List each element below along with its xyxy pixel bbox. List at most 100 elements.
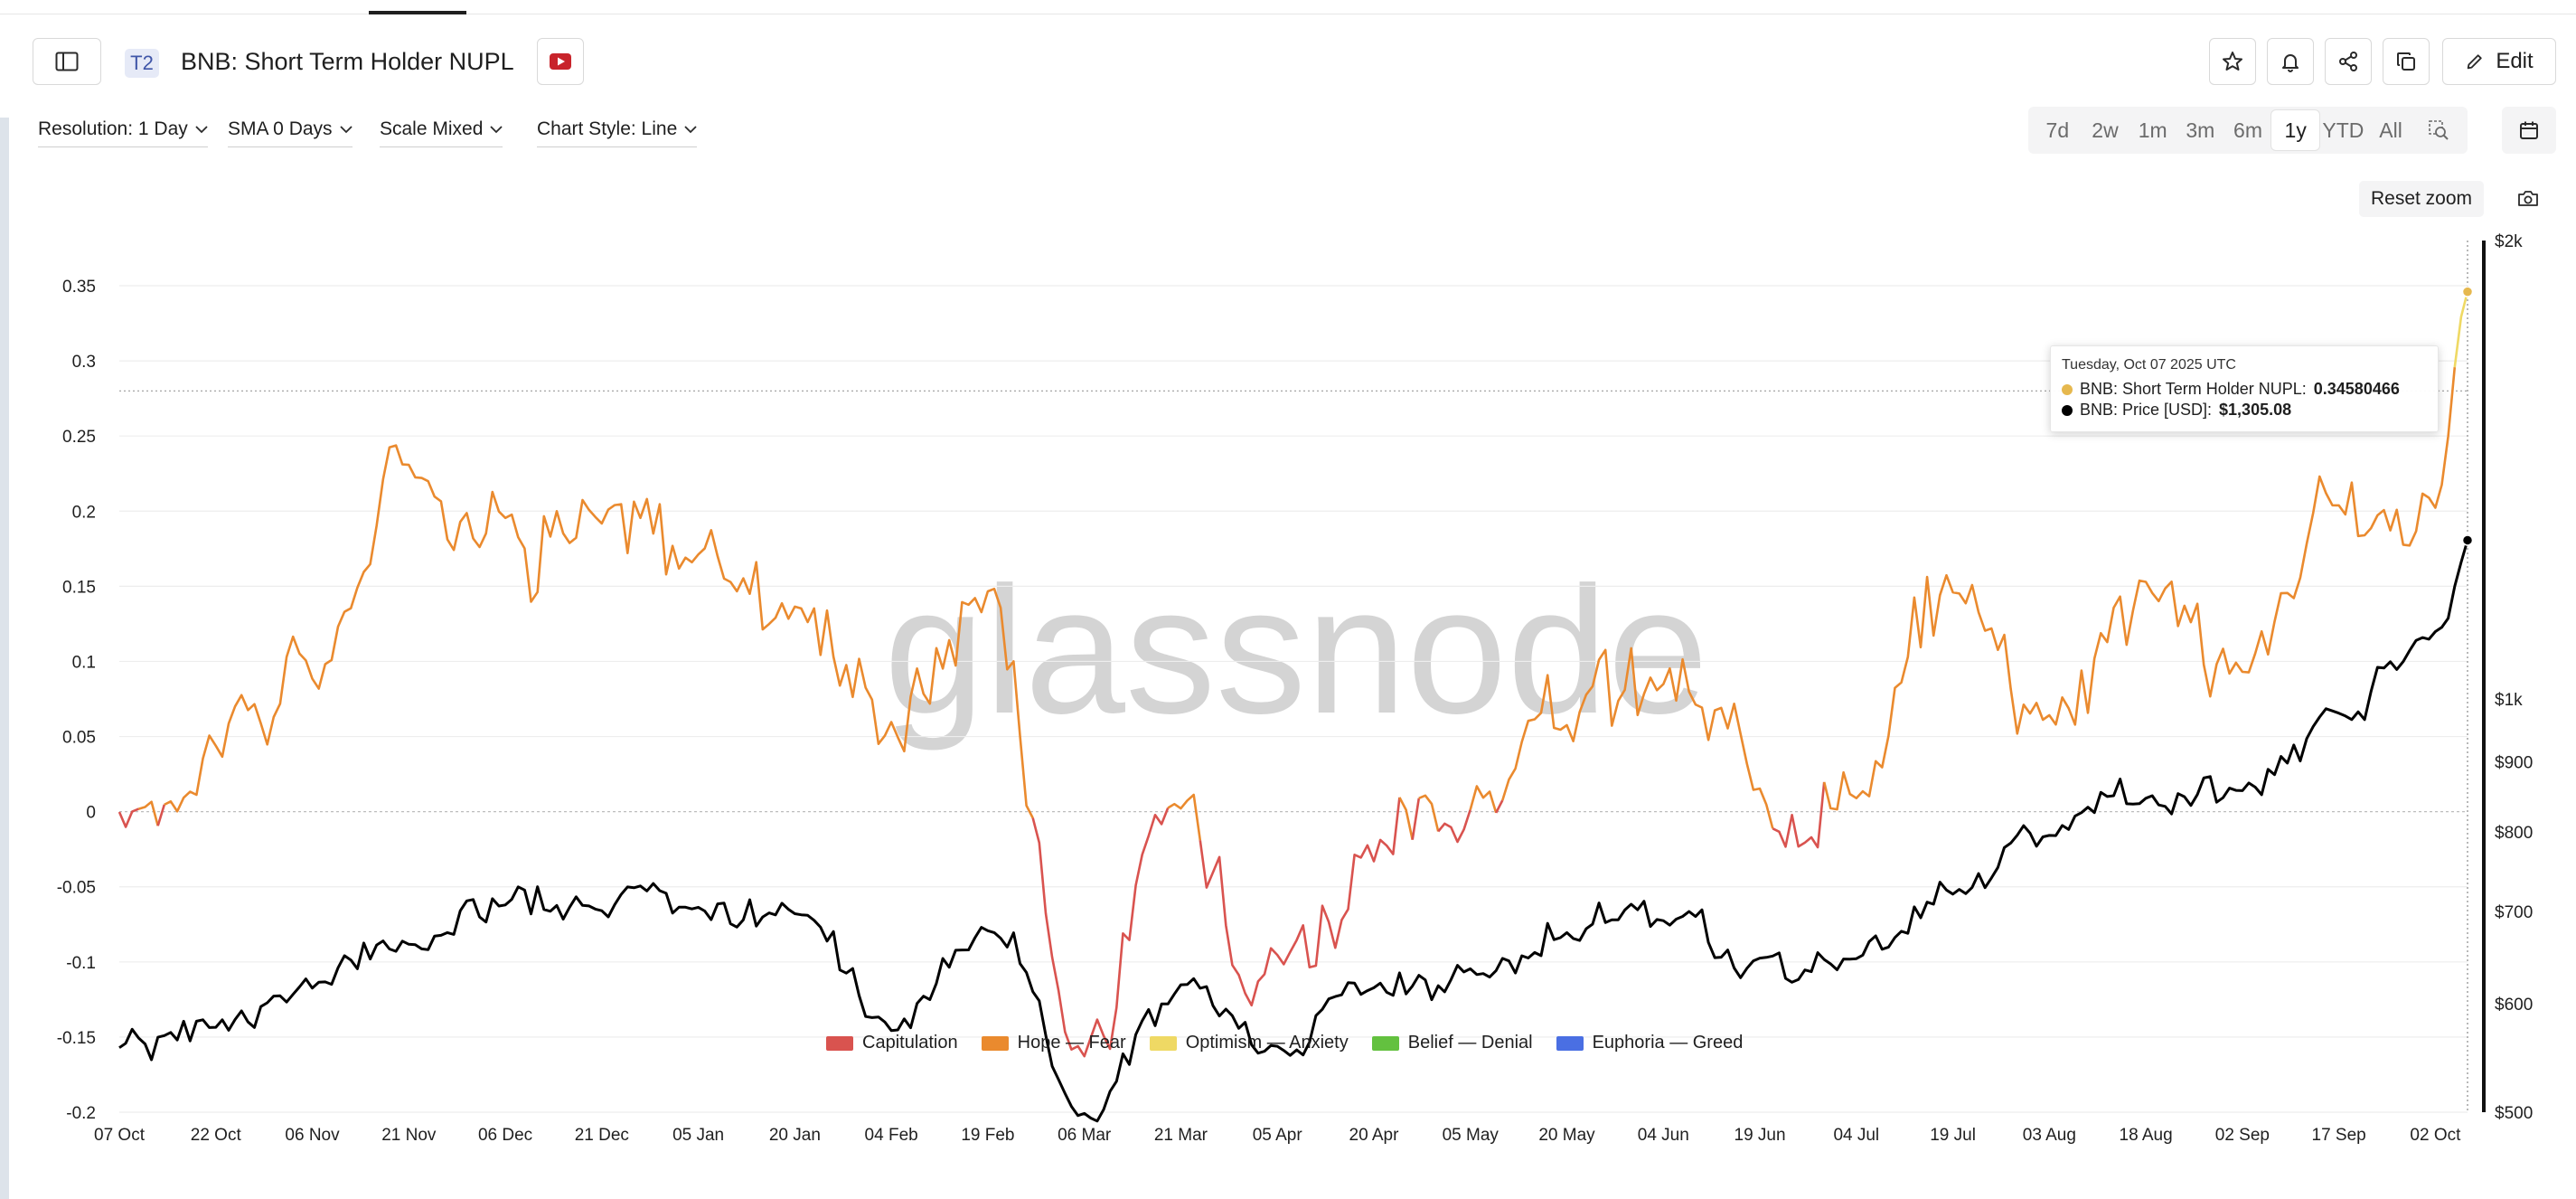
share-button[interactable] xyxy=(2325,38,2372,85)
range-2w[interactable]: 2w xyxy=(2092,118,2119,142)
nupl-segment-0 xyxy=(118,807,139,828)
x-tick-label: 06 Dec xyxy=(478,1126,532,1145)
alert-button[interactable] xyxy=(2267,38,2314,85)
active-tab-indicator xyxy=(369,11,466,14)
x-tick-label: 05 May xyxy=(1443,1126,1500,1145)
range-1m[interactable]: 1m xyxy=(2138,118,2167,142)
nupl-segment-8 xyxy=(1411,798,1421,840)
range-1y[interactable]: 1y xyxy=(2271,110,2320,150)
legend-euphoria-greed[interactable]: Euphoria — Greed xyxy=(1556,1033,1744,1053)
chart-style-value: Chart Style: Line xyxy=(537,118,678,139)
left-tick-label: 0.3 xyxy=(72,353,96,372)
price-series xyxy=(118,539,2469,1123)
legend-capitulation[interactable]: Capitulation xyxy=(826,1033,958,1053)
duplicate-button[interactable] xyxy=(2383,38,2430,85)
legend-swatch-capitulation xyxy=(826,1035,853,1051)
right-tick-label: $2k xyxy=(2495,232,2523,251)
tier-badge: T2 xyxy=(125,49,159,78)
sma-value: SMA 0 Days xyxy=(228,118,333,139)
tooltip-date: Tuesday, Oct 07 2025 UTC xyxy=(2062,357,2236,373)
range-all[interactable]: All xyxy=(2379,118,2402,142)
legend-label-capitulation: Capitulation xyxy=(862,1033,958,1053)
nupl-segment-13 xyxy=(1501,647,1774,829)
left-tick-label: 0.35 xyxy=(62,278,96,297)
screenshot-button[interactable] xyxy=(2515,184,2542,212)
chevron-down-icon xyxy=(490,125,503,133)
x-tick-label: 21 Dec xyxy=(575,1126,629,1145)
date-picker-button[interactable] xyxy=(2502,107,2556,154)
x-tick-label: 21 Mar xyxy=(1154,1126,1208,1145)
legend-label-euphoria-greed: Euphoria — Greed xyxy=(1592,1033,1744,1053)
legend-optimism-anxiety[interactable]: Optimism — Anxiety xyxy=(1149,1033,1349,1053)
legend-swatch-optimism-anxiety xyxy=(1149,1035,1177,1051)
tooltip-row-price: BNB: Price [USD]: $1,305.08 xyxy=(2062,400,2427,420)
sma-select[interactable]: SMA 0 Days xyxy=(228,118,353,147)
nupl-segment-5 xyxy=(1167,793,1202,841)
camera-icon xyxy=(2518,191,2538,206)
scale-select[interactable]: Scale Mixed xyxy=(380,118,503,147)
x-tick-label: 04 Jul xyxy=(1833,1126,1879,1145)
left-tick-label: -0.05 xyxy=(57,879,96,898)
range-6m[interactable]: 6m xyxy=(2233,118,2262,142)
x-tick-label: 20 Jan xyxy=(769,1126,821,1145)
legend-belief-denial[interactable]: Belief — Denial xyxy=(1371,1033,1533,1053)
x-tick-label: 06 Nov xyxy=(285,1126,340,1145)
tooltip-label-price: BNB: Price [USD]: xyxy=(2080,401,2213,419)
left-axis: 0.35 0.3 0.25 0.2 0.15 0.1 0.05 0 -0.05 -0.1 -0.15… xyxy=(57,278,96,1123)
sidebar-icon xyxy=(55,52,79,71)
edit-label: Edit xyxy=(2496,49,2534,73)
right-tick-label: $600 xyxy=(2495,996,2533,1015)
sidebar-toggle-button[interactable] xyxy=(33,38,101,85)
left-tick-label: 0.15 xyxy=(62,578,96,597)
right-tick-label: $500 xyxy=(2495,1104,2533,1123)
resolution-select[interactable]: Resolution: 1 Day xyxy=(38,118,208,147)
left-scroll-rail xyxy=(0,118,9,1199)
legend-swatch-hope-fear xyxy=(981,1035,1009,1051)
chart-legend: Capitulation Hope — Fear Optimism — Anxi… xyxy=(826,1033,1743,1053)
zoom-select-button[interactable] xyxy=(2414,110,2462,150)
range-3m[interactable]: 3m xyxy=(2186,118,2215,142)
reset-zoom-button[interactable]: Reset zoom xyxy=(2359,181,2484,217)
x-tick-label: 22 Oct xyxy=(191,1126,242,1145)
pencil-icon xyxy=(2468,54,2483,70)
left-tick-label: -0.15 xyxy=(57,1029,96,1048)
zoom-area-icon xyxy=(2428,120,2449,140)
video-button[interactable] xyxy=(537,38,584,85)
x-tick-label: 02 Sep xyxy=(2215,1126,2270,1145)
right-tick-label: $700 xyxy=(2495,903,2533,922)
x-tick-label: 17 Sep xyxy=(2312,1126,2366,1145)
x-tick-label: 19 Jun xyxy=(1735,1126,1786,1145)
chevron-down-icon xyxy=(195,125,208,133)
tooltip-value-price: $1,305.08 xyxy=(2219,401,2292,419)
x-tick-label: 20 Apr xyxy=(1349,1126,1400,1145)
nupl-segment-12 xyxy=(1495,799,1504,814)
x-tick-label: 04 Jun xyxy=(1638,1126,1689,1145)
x-axis: 07 Oct 22 Oct 06 Nov 21 Nov 06 Dec 21 Dec 05 J… xyxy=(94,241,2468,1145)
chart-style-select[interactable]: Chart Style: Line xyxy=(537,118,698,147)
nupl-chart[interactable]: glassnode 0.35 0.3 0.25 0.2 0.15 0.1 0.05 0 -0.0… xyxy=(0,217,2576,1199)
nupl-segment-15 xyxy=(1822,366,2457,811)
right-axis: $2k $1k $900 $800 $700 $600 $500 xyxy=(2482,232,2533,1123)
range-7d[interactable]: 7d xyxy=(2045,118,2070,142)
favorite-button[interactable] xyxy=(2209,38,2256,85)
tooltip-dot-price xyxy=(2062,404,2073,416)
calendar-icon xyxy=(2520,121,2538,139)
range-ytd[interactable]: YTD xyxy=(2322,118,2364,142)
tooltip-label-nupl: BNB: Short Term Holder NUPL: xyxy=(2080,380,2307,398)
x-tick-label: 02 Oct xyxy=(2410,1126,2461,1145)
x-tick-label: 21 Nov xyxy=(381,1126,437,1145)
legend-hope-fear[interactable]: Hope — Fear xyxy=(981,1033,1126,1053)
nupl-segment-4 xyxy=(1031,807,1170,1058)
x-tick-label: 18 Aug xyxy=(2120,1126,2173,1145)
left-tick-label: 0 xyxy=(86,804,96,823)
page-title: BNB: Short Term Holder NUPL xyxy=(181,48,514,75)
youtube-icon xyxy=(550,53,571,70)
nupl-segment-7 xyxy=(1398,797,1414,840)
x-tick-label: 07 Oct xyxy=(94,1126,146,1145)
x-tick-label: 03 Aug xyxy=(2023,1126,2076,1145)
nupl-segment-14 xyxy=(1772,781,1826,849)
bell-icon xyxy=(2282,54,2299,72)
edit-button[interactable]: Edit xyxy=(2442,38,2556,85)
grid xyxy=(119,285,2468,1113)
nupl-segment-1 xyxy=(138,800,159,826)
